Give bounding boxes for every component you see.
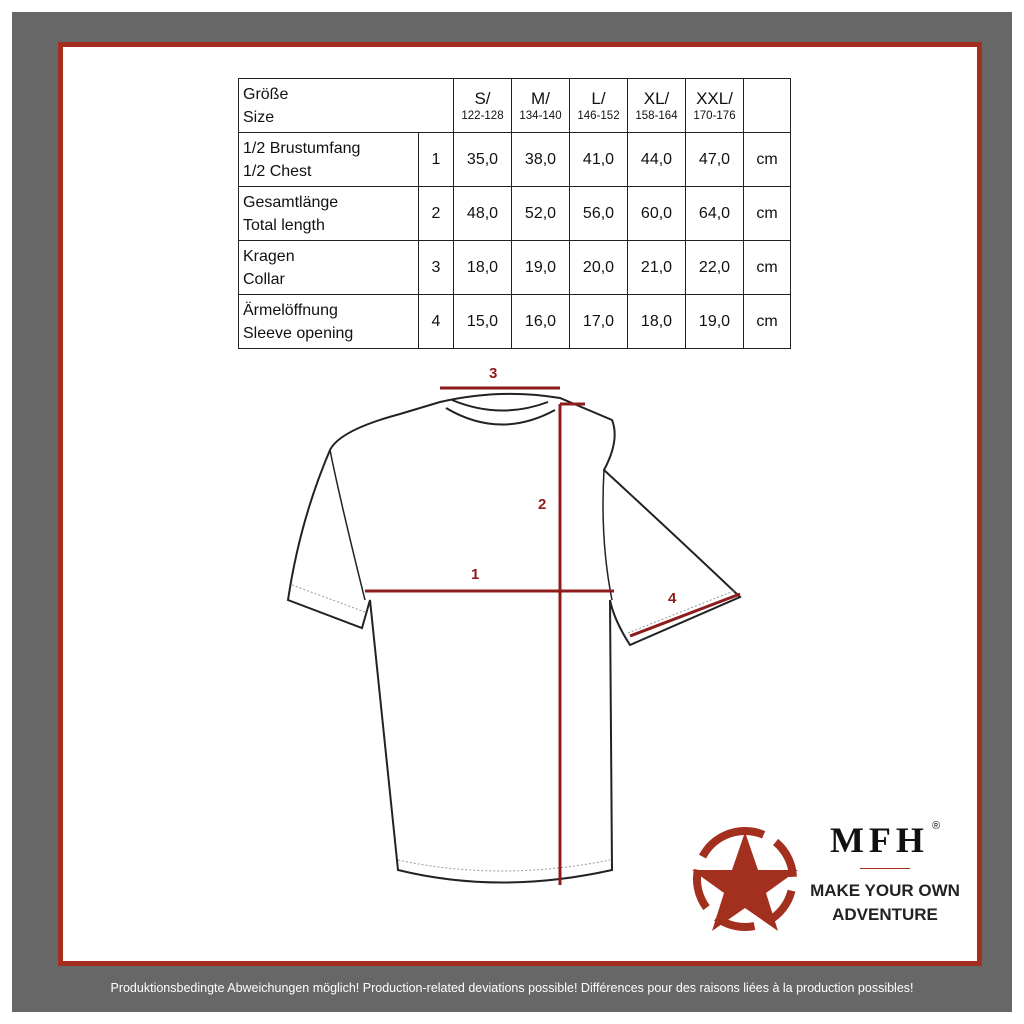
size-l: L/146-152 [569,78,628,133]
label-collar: 3 [489,365,498,382]
label-de: Kragen [243,247,295,265]
label-chest: 1 [471,566,480,583]
row-label: Kragen Collar [238,240,419,295]
unit-cell: cm [743,186,791,241]
unit-cell: cm [743,294,791,349]
value-cell: 41,0 [569,132,628,187]
measure-lines [365,386,741,885]
value-cell: 44,0 [627,132,686,187]
empty-cell [743,78,791,133]
size-range: 146-152 [577,109,620,122]
table-row: 1/2 Brustumfang 1/2 Chest 1 35,0 38,0 41,0 44,… [238,132,791,187]
row-number: 1 [418,132,454,187]
slogan-line-1: MAKE YOUR OWN [810,881,960,900]
footer-disclaimer: Produktionsbedingte Abweichungen möglich… [110,981,914,995]
header-label: Größe Size [238,78,454,133]
brand-row: MFH ® [800,820,970,860]
size-name: M/ [531,88,550,108]
label-en: Total length [243,216,325,234]
size-s: S/122-128 [453,78,512,133]
value-cell: 19,0 [685,294,744,349]
registered-mark: ® [931,820,941,832]
label-en: Collar [243,270,285,288]
header-de: Größe [243,85,289,103]
value-cell: 56,0 [569,186,628,241]
value-cell: 16,0 [511,294,570,349]
label-en: Sleeve opening [243,324,354,342]
brand-name: MFH [829,820,929,860]
value-cell: 52,0 [511,186,570,241]
value-cell: 64,0 [685,186,744,241]
label-sleeve: 4 [668,590,677,607]
value-cell: 19,0 [511,240,570,295]
size-range: 134-140 [519,109,562,122]
header-en: Size [243,108,275,126]
label-de: Ärmelöffnung [243,301,338,319]
label-de: 1/2 Brustumfang [243,139,361,157]
label-length: 2 [538,496,547,513]
size-name: S/ [474,88,491,108]
table-header-row: Größe Size S/122-128 M/134-140 L/146-152 … [238,78,791,133]
value-cell: 18,0 [627,294,686,349]
measure-line-sleeve [629,592,741,638]
label-en: 1/2 Chest [243,162,312,180]
row-number: 2 [418,186,454,241]
row-label: Gesamtlänge Total length [238,186,419,241]
value-cell: 20,0 [569,240,628,295]
size-range: 122-128 [461,109,504,122]
row-label: 1/2 Brustumfang 1/2 Chest [238,132,419,187]
size-xxl: XXL/170-176 [685,78,744,133]
brand-logo: MFH ® MAKE YOUR OWN ADVENTURE [800,820,970,927]
tshirt-outline [286,392,742,884]
table-row: Ärmelöffnung Sleeve opening 4 15,0 16,0 17,0 1… [238,294,791,349]
value-cell: 18,0 [453,240,512,295]
row-label: Ärmelöffnung Sleeve opening [238,294,419,349]
divider [860,868,910,869]
size-m: M/134-140 [511,78,570,133]
label-de: Gesamtlänge [243,193,339,211]
star-logo-icon [692,827,798,931]
size-table: Größe Size S/122-128 M/134-140 L/146-152 … [238,78,791,349]
value-cell: 60,0 [627,186,686,241]
slogan-line-2: ADVENTURE [832,905,938,924]
unit-cell: cm [743,132,791,187]
value-cell: 35,0 [453,132,512,187]
size-range: 158-164 [635,109,678,122]
size-name: XL/ [643,88,670,108]
value-cell: 22,0 [685,240,744,295]
size-range: 170-176 [693,109,736,122]
size-name: XXL/ [696,88,733,108]
row-number: 3 [418,240,454,295]
size-name: L/ [591,88,606,108]
row-number: 4 [418,294,454,349]
value-cell: 17,0 [569,294,628,349]
stitching [291,584,737,872]
